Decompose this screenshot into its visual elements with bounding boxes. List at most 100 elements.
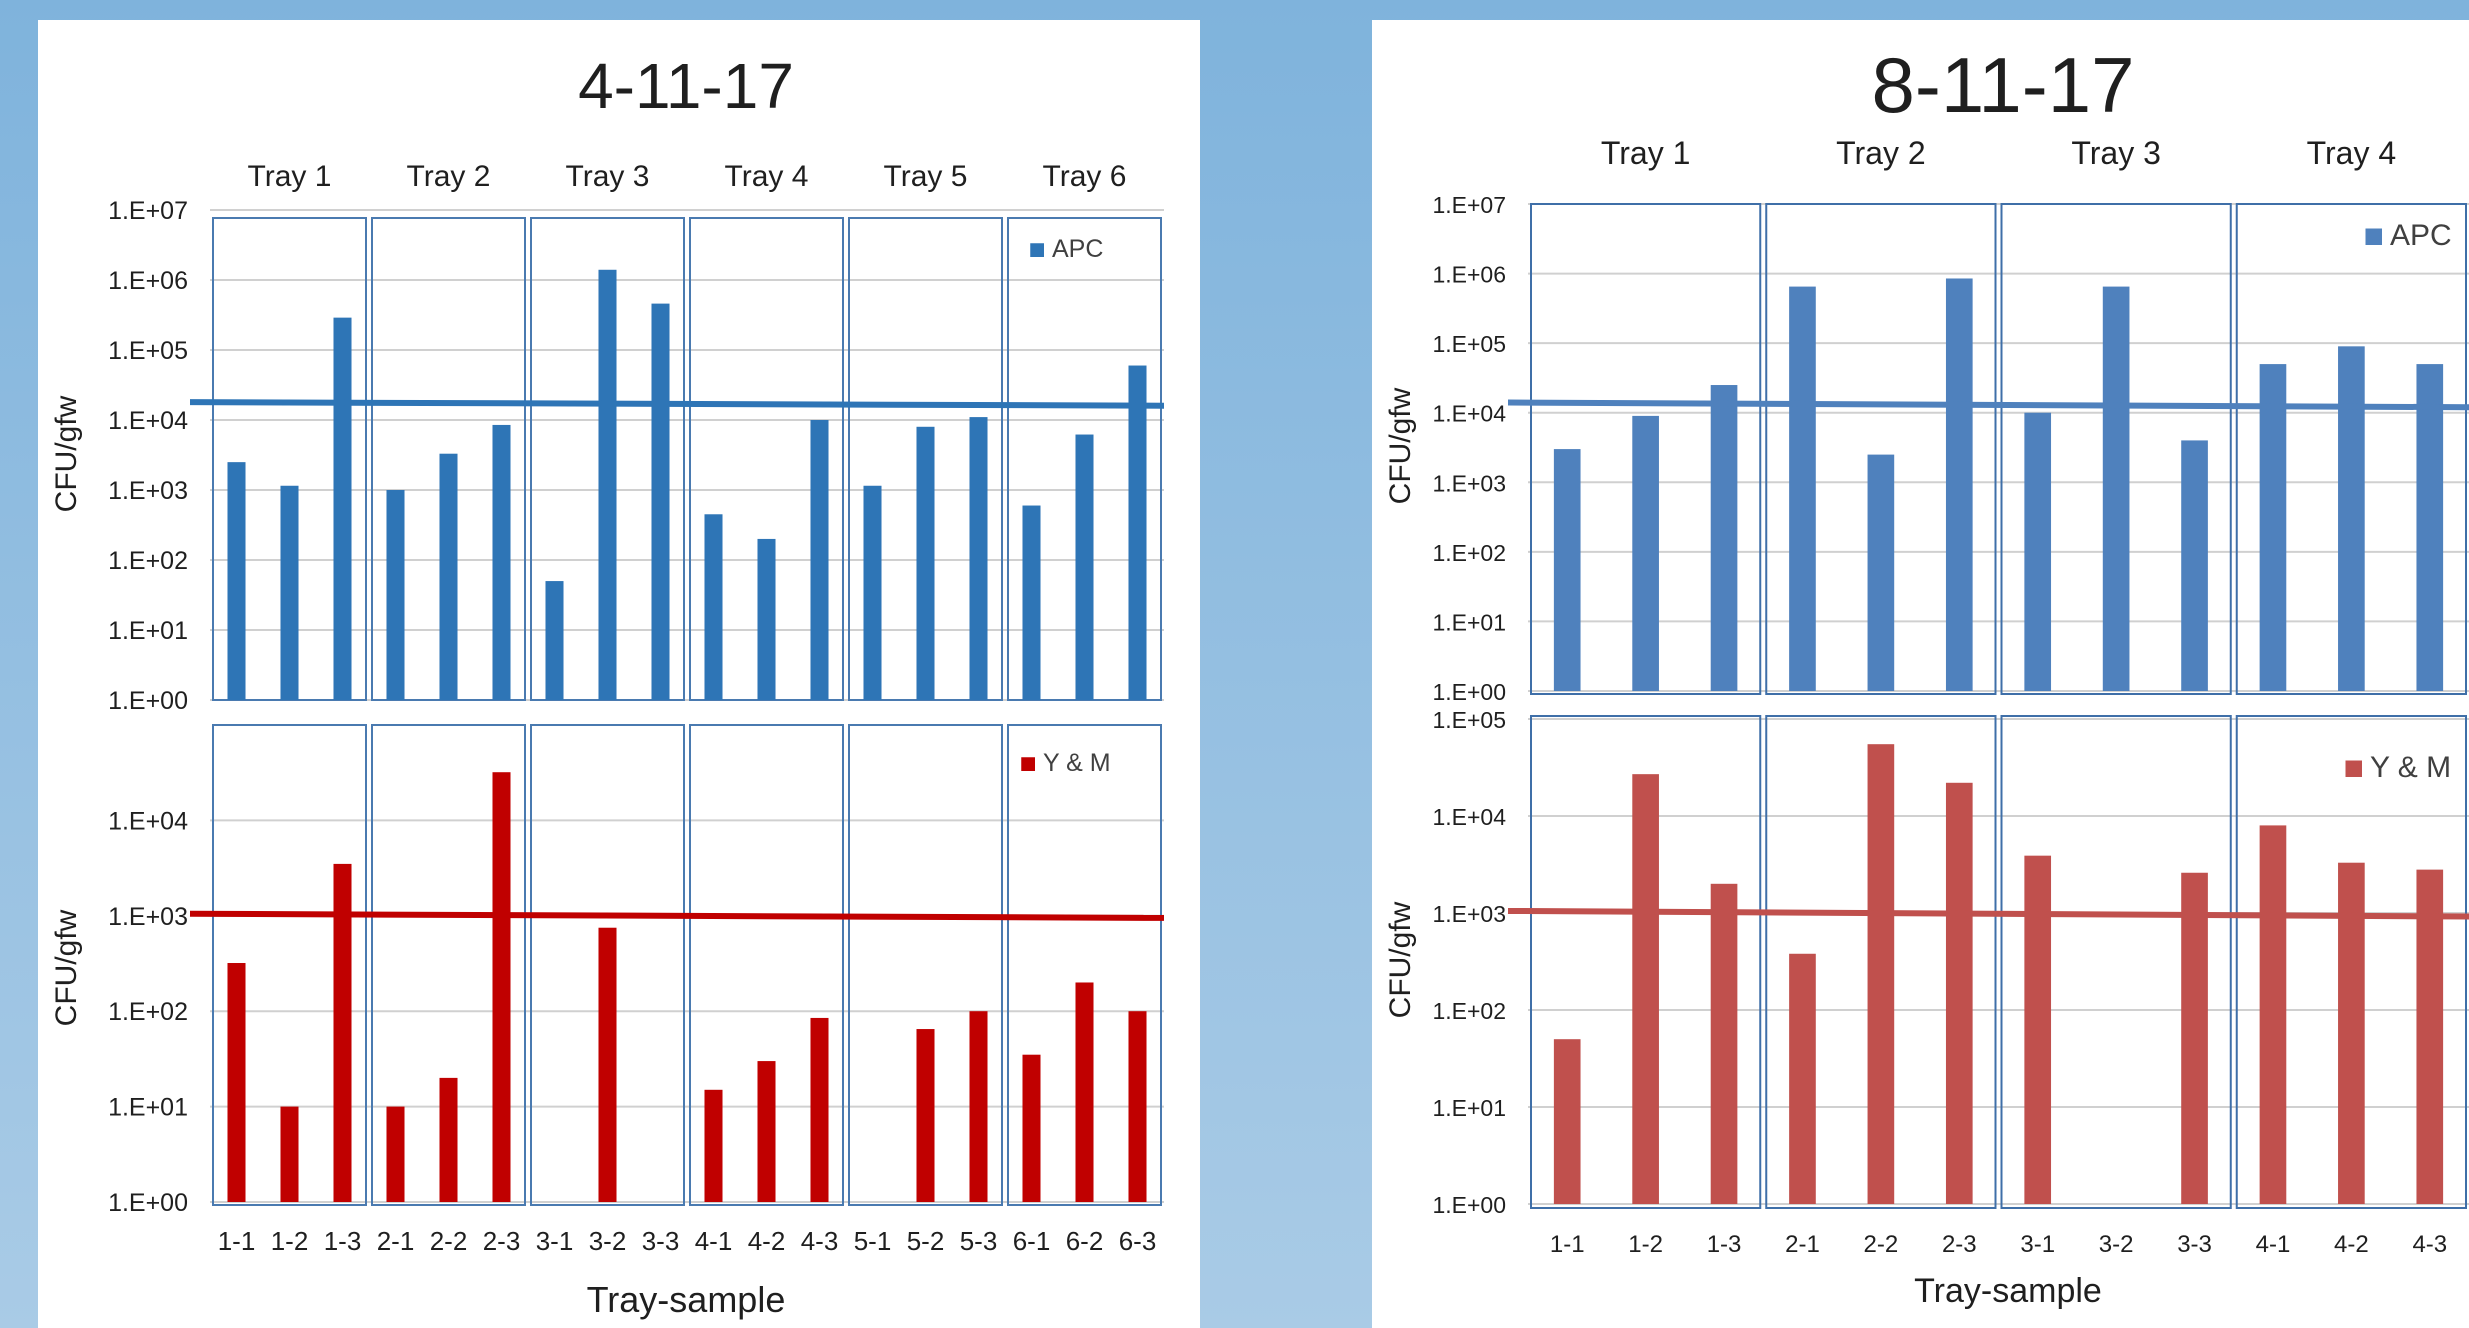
category-label: 1-1 bbox=[1550, 1231, 1585, 1258]
y-tick-label: 1.E+03 bbox=[1432, 470, 1506, 496]
bar-y-m bbox=[386, 1106, 405, 1202]
category-label: 2-3 bbox=[1942, 1231, 1977, 1258]
y-tick-label: 1.E+06 bbox=[108, 267, 188, 295]
category-label: 4-3 bbox=[801, 1226, 839, 1256]
chart-4-11-17: 4-11-17 Tray-sample CFU/gfw CFU/gfw Tray… bbox=[50, 50, 1165, 1320]
group-label: Tray 1 bbox=[248, 160, 332, 193]
bar-apc bbox=[1789, 286, 1816, 691]
bar-apc bbox=[333, 317, 352, 700]
threshold-line bbox=[1507, 907, 2469, 920]
bar-apc bbox=[386, 490, 405, 700]
y-tick-label: 1.E+00 bbox=[108, 687, 188, 715]
y-tick-label: 1.E+01 bbox=[1432, 1095, 1506, 1121]
tray-frame bbox=[1765, 203, 1997, 695]
bar-y-m bbox=[2416, 869, 2444, 1204]
bar-y-m bbox=[598, 927, 617, 1202]
bar-apc bbox=[2259, 364, 2287, 691]
category-label: 2-1 bbox=[377, 1226, 415, 1256]
tray-frame bbox=[1007, 724, 1162, 1206]
bar-apc bbox=[280, 485, 299, 700]
legend-label: APC bbox=[1052, 235, 1103, 263]
bar-apc bbox=[1075, 434, 1094, 700]
bar-apc bbox=[1710, 385, 1738, 691]
category-label: 5-1 bbox=[854, 1226, 892, 1256]
tray-frame bbox=[689, 724, 844, 1206]
category-label: 4-2 bbox=[748, 1226, 786, 1256]
y-tick-label: 1.E+07 bbox=[108, 197, 188, 225]
bar-apc bbox=[545, 581, 564, 700]
category-label: 3-1 bbox=[2020, 1231, 2055, 1258]
category-label: 4-1 bbox=[2256, 1231, 2291, 1258]
group-label: Tray 2 bbox=[407, 160, 491, 193]
bar-y-m bbox=[2181, 872, 2208, 1204]
category-label: 6-1 bbox=[1013, 1226, 1051, 1256]
bar-y-m bbox=[1867, 744, 1895, 1204]
group-label: Tray 3 bbox=[2071, 135, 2161, 171]
y-tick-label: 1.E+03 bbox=[108, 477, 188, 505]
bar-y-m bbox=[1022, 1054, 1041, 1202]
category-label: 3-2 bbox=[2099, 1231, 2134, 1258]
category-label: 5-2 bbox=[907, 1226, 945, 1256]
tray-frame bbox=[2000, 203, 2232, 695]
bar-apc bbox=[916, 426, 935, 700]
bar-y-m bbox=[227, 963, 246, 1202]
category-label: 4-2 bbox=[2334, 1231, 2369, 1258]
bar-y-m bbox=[1128, 1011, 1147, 1202]
y-tick-label: 1.E+04 bbox=[1432, 401, 1506, 427]
legend-label: Y & M bbox=[1043, 749, 1111, 777]
bar-y-m bbox=[1632, 774, 1659, 1204]
tray-frame bbox=[530, 724, 685, 1206]
y-tick-label: 1.E+01 bbox=[108, 617, 188, 645]
y-tick-label: 1.E+05 bbox=[1432, 707, 1506, 733]
bar-apc bbox=[439, 453, 458, 700]
category-label: 3-3 bbox=[2177, 1231, 2212, 1258]
bar-y-m bbox=[280, 1106, 299, 1202]
category-label: 4-3 bbox=[2412, 1231, 2447, 1258]
bar-apc bbox=[227, 462, 246, 700]
y-tick-label: 1.E+05 bbox=[1432, 331, 1506, 357]
y-tick-label: 1.E+06 bbox=[1432, 262, 1506, 288]
category-label: 6-2 bbox=[1066, 1226, 1104, 1256]
category-label: 1-2 bbox=[1628, 1231, 1663, 1258]
y-tick-label: 1.E+00 bbox=[1432, 679, 1506, 705]
bar-apc bbox=[2102, 286, 2130, 691]
y-tick-label: 1.E+02 bbox=[108, 547, 188, 575]
bar-y-m bbox=[1789, 953, 1816, 1204]
bar-apc bbox=[1945, 278, 1973, 691]
group-label: Tray 4 bbox=[725, 160, 809, 193]
bar-y-m bbox=[757, 1061, 776, 1202]
chart-8-11-17: 8-11-17 Tray-sample CFU/gfw CFU/gfw Tray… bbox=[1384, 41, 2469, 1310]
bar-apc bbox=[1867, 454, 1895, 691]
y-tick-label: 1.E+01 bbox=[1432, 609, 1506, 635]
bar-y-m bbox=[704, 1089, 723, 1202]
category-label: 2-3 bbox=[483, 1226, 521, 1256]
bar-apc bbox=[2338, 346, 2365, 691]
y-tick-label: 1.E+03 bbox=[108, 903, 188, 931]
bar-y-m bbox=[439, 1077, 458, 1202]
bar-apc bbox=[1022, 505, 1041, 700]
group-label: Tray 3 bbox=[566, 160, 650, 193]
category-label: 5-3 bbox=[960, 1226, 998, 1256]
category-label: 3-1 bbox=[536, 1226, 574, 1256]
y-tick-label: 1.E+01 bbox=[108, 1094, 188, 1122]
bar-y-m bbox=[2024, 855, 2052, 1204]
bar-apc bbox=[969, 417, 988, 700]
x-axis-label: Tray-sample bbox=[1914, 1272, 2102, 1310]
legend-swatch bbox=[2345, 760, 2362, 777]
y-tick-label: 1.E+00 bbox=[108, 1189, 188, 1217]
bar-apc bbox=[492, 424, 511, 700]
y-tick-label: 1.E+04 bbox=[108, 407, 188, 435]
y-tick-label: 1.E+00 bbox=[1432, 1192, 1506, 1218]
threshold-line bbox=[189, 399, 1165, 409]
bar-y-m bbox=[810, 1017, 829, 1202]
bar-apc bbox=[863, 485, 882, 700]
bar-y-m bbox=[969, 1011, 988, 1202]
bar-y-m bbox=[333, 863, 352, 1202]
category-label: 2-1 bbox=[1785, 1231, 1820, 1258]
bar-y-m bbox=[1553, 1039, 1581, 1204]
y-tick-label: 1.E+04 bbox=[1432, 804, 1506, 830]
group-label: Tray 6 bbox=[1043, 160, 1127, 193]
tray-frame bbox=[2000, 715, 2232, 1209]
group-label: Tray 4 bbox=[2307, 135, 2397, 171]
